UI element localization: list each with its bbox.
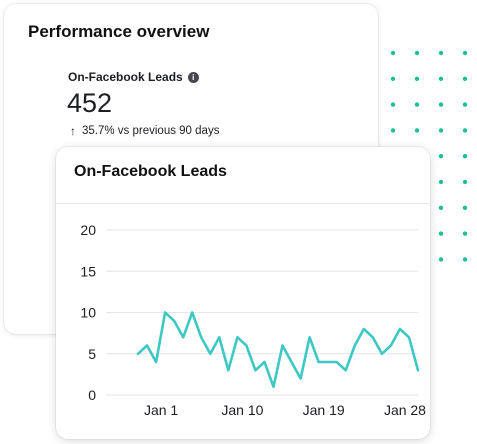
decorative-dot: [390, 76, 396, 81]
decorative-dot: [462, 179, 468, 185]
data-point: [218, 336, 221, 339]
data-point: [182, 336, 185, 339]
data-point: [317, 361, 320, 364]
decorative-dot: [438, 179, 444, 185]
y-tick-label: 0: [88, 387, 96, 403]
decorative-dot: [414, 128, 420, 133]
data-point: [155, 361, 158, 364]
decorative-dot: [438, 257, 444, 262]
data-point: [254, 369, 257, 372]
data-point: [281, 344, 284, 347]
data-point: [417, 369, 420, 372]
info-icon[interactable]: i: [187, 71, 199, 83]
decorative-dot: [390, 50, 396, 56]
x-tick-label: Jan 28: [384, 402, 426, 418]
data-point: [164, 311, 167, 314]
decorative-dot: [414, 102, 420, 107]
series-line: [136, 311, 420, 389]
data-point: [290, 361, 293, 364]
decorative-dot: [438, 205, 444, 210]
data-point: [236, 336, 239, 339]
data-point: [146, 344, 149, 347]
y-tick-label: 10: [80, 305, 96, 321]
data-point: [326, 361, 329, 364]
metric-change-text: 35.7% vs previous 90 days: [82, 125, 220, 137]
data-point: [191, 311, 194, 314]
data-point: [372, 336, 375, 339]
data-point: [344, 369, 347, 372]
x-tick-label: Jan 10: [221, 402, 263, 418]
decorative-dot: [438, 50, 444, 56]
decorative-dot: [414, 50, 420, 56]
data-point: [227, 369, 230, 372]
decorative-dot: [414, 76, 420, 81]
decorative-dot: [462, 50, 468, 56]
metric-value: 452: [67, 88, 113, 118]
data-point: [209, 352, 212, 355]
x-tick-label: Jan 1: [144, 402, 178, 418]
page-title: Performance overview: [28, 22, 210, 41]
metric-change: ↑ 35.7% vs previous 90 days: [70, 124, 219, 138]
data-point: [308, 336, 311, 339]
y-tick-label: 5: [88, 346, 96, 362]
decorative-dot: [390, 102, 396, 107]
decorative-dot: [438, 128, 444, 133]
data-point: [353, 344, 356, 347]
x-tick-label: Jan 19: [303, 402, 345, 418]
data-point: [263, 361, 266, 364]
data-point: [200, 336, 203, 339]
leads-line-chart: 0 5 10 15 20 Jan 1 Jan 10 Jan 19 Jan 28: [80, 222, 426, 418]
metric-label: On-Facebook Leads i: [68, 70, 199, 84]
decorative-dot: [438, 231, 444, 236]
decorative-dot: [462, 128, 468, 133]
data-point: [399, 328, 402, 331]
decorative-dot: [438, 76, 444, 81]
data-point: [272, 385, 275, 388]
card-divider: [56, 203, 430, 204]
decorative-dot: [390, 128, 396, 133]
data-point: [381, 352, 384, 355]
decorative-dot: [462, 205, 468, 210]
data-point: [335, 361, 338, 364]
y-tick-label: 15: [80, 263, 96, 279]
y-tick-label: 20: [80, 222, 96, 238]
decorative-dot: [462, 257, 468, 262]
decorative-dot: [462, 76, 468, 81]
data-point: [363, 328, 366, 331]
decorative-dot: [462, 154, 468, 159]
decorative-dot: [438, 102, 444, 107]
decorative-dot: [462, 231, 468, 236]
chart-title: On-Facebook Leads: [74, 163, 227, 180]
data-point: [137, 352, 140, 355]
data-point: [299, 377, 302, 380]
leads-chart-card: On-Facebook Leads 0 5 10 15 20 Jan 1 Jan 10 Jan…: [56, 147, 430, 439]
decorative-dot: [462, 102, 468, 107]
arrow-up-icon: ↑: [70, 124, 76, 138]
decorative-dot: [438, 154, 444, 159]
data-point: [390, 344, 393, 347]
data-point: [245, 344, 248, 347]
data-point: [173, 319, 176, 322]
data-point: [408, 336, 411, 339]
metric-label-text: On-Facebook Leads: [68, 70, 183, 84]
